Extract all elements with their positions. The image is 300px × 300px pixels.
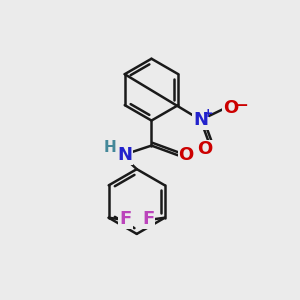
Text: F: F xyxy=(119,210,132,228)
Text: N: N xyxy=(117,146,132,164)
Text: O: O xyxy=(197,140,213,158)
Text: O: O xyxy=(178,146,194,164)
Text: +: + xyxy=(203,107,213,120)
Text: −: − xyxy=(235,98,248,113)
Text: O: O xyxy=(223,99,238,117)
Text: H: H xyxy=(103,140,116,154)
Text: N: N xyxy=(193,111,208,129)
Text: F: F xyxy=(142,210,154,228)
